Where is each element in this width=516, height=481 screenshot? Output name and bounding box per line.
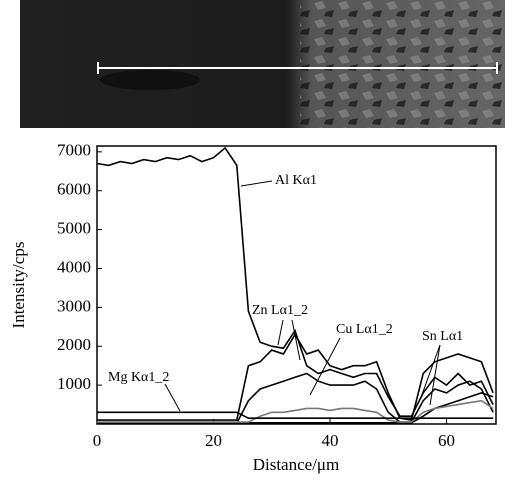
chart: Intensity/cps Distance/μm 1000 2000 3000 40… xyxy=(0,0,516,481)
y-tick-label: 1000 xyxy=(57,374,91,393)
y-tick-label: 6000 xyxy=(57,180,91,199)
series-line xyxy=(97,412,493,418)
x-tick-label: 20 xyxy=(205,431,222,450)
series-label: Al Kα1 xyxy=(275,173,317,188)
series-label: Cu Lα1_2 xyxy=(336,322,393,337)
series-label: Zn Lα1_2 xyxy=(252,303,308,318)
x-tick-label: 0 xyxy=(93,431,102,450)
sem-image xyxy=(20,0,505,128)
y-tick-label: 5000 xyxy=(57,219,91,238)
series-label: Sn Lα1 xyxy=(422,329,463,344)
y-tick-label: 4000 xyxy=(57,257,91,276)
x-tick-label: 40 xyxy=(321,431,338,450)
y-tick-label: 2000 xyxy=(57,335,91,354)
x-axis-label: Distance/μm xyxy=(253,455,340,474)
x-tick-label: 60 xyxy=(438,431,455,450)
leader-lines xyxy=(165,181,440,411)
y-tick-label: 3000 xyxy=(57,296,91,315)
series-label: Mg Kα1_2 xyxy=(108,370,169,385)
y-axis-label: Intensity/cps xyxy=(9,242,28,329)
y-tick-label: 7000 xyxy=(57,141,91,160)
